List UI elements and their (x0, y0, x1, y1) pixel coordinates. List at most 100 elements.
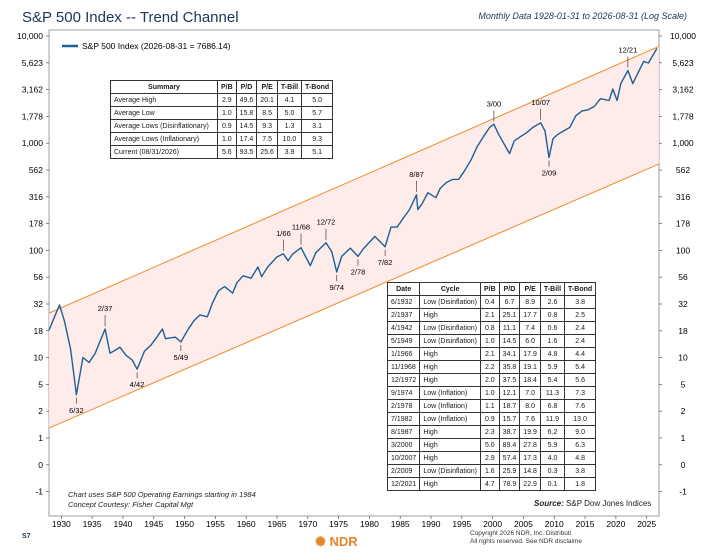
table-cell: 0.8 (539, 308, 566, 322)
y-tick-label-left: 1,778 (22, 111, 44, 121)
table-cell: 2.3 (480, 425, 500, 439)
table-cell: Low (Disinflation) (419, 334, 481, 348)
table-cell: 10.0 (276, 132, 303, 146)
table-cell: 1.0 (480, 386, 500, 400)
table-header-cell: T-Bill (539, 282, 566, 296)
table-cell: 34.1 (498, 347, 521, 361)
table-cell: 20.1 (256, 93, 278, 107)
table-cell: Average Lows (Disinflationary) (110, 119, 218, 133)
table-cell: High (419, 477, 481, 491)
x-tick-label: 1970 (298, 519, 317, 529)
annotation-label: 10/07 (531, 98, 550, 107)
y-tick-label-left: 18 (34, 326, 44, 336)
table-cell: 0.3 (539, 464, 566, 478)
table-row: 4/1942 Low (Disinflation) 0.8 11.1 7.4 0.6 2.4 (386, 321, 597, 335)
table-cell: 38.7 (498, 425, 521, 439)
table-cell: Current (08/31/2026) (110, 145, 218, 159)
table-cell: 7.4 (519, 321, 541, 335)
annotation-label: 9/74 (329, 283, 344, 292)
table-header-cell: P/D (235, 80, 258, 94)
table-cell: 1/1966 (386, 347, 421, 361)
cycle-events-table: Date Cycle P/B P/D P/E T-Bill T-Bond 6/1932 Low… (386, 282, 597, 491)
table-cell: 57.4 (498, 451, 521, 465)
table-cell: 17.3 (519, 451, 541, 465)
table-cell: 4.0 (539, 451, 566, 465)
x-tick-label: 1980 (360, 519, 379, 529)
table-cell: 0.9 (480, 412, 500, 426)
table-cell: 2/2009 (386, 464, 421, 478)
y-tick-label-left: 562 (29, 165, 43, 175)
table-cell: 0.1 (539, 477, 566, 491)
table-cell: 0.8 (480, 321, 500, 335)
table-cell: 7.6 (564, 399, 597, 413)
table-cell: 5.6 (217, 145, 237, 159)
table-row: 2/2009 Low (Disinflation) 1.6 25.9 14.8 0.3 3.… (386, 464, 597, 478)
page-title: S&P 500 Index -- Trend Channel (22, 9, 239, 26)
y-tick-label-left: 178 (29, 219, 43, 229)
x-tick-label: 2000 (483, 519, 502, 529)
table-cell: 1.6 (539, 334, 566, 348)
y-tick-label-left: 5,623 (22, 58, 44, 68)
table-cell: 14.5 (235, 119, 258, 133)
table-cell: 10/2007 (386, 451, 421, 465)
table-cell: 1.3 (276, 119, 303, 133)
chart-subtitle: Monthly Data 1928-01-31 to 2026-08-31 (L… (478, 11, 687, 21)
table-row: 7/1982 Low (Inflation) 0.9 15.7 7.6 11.9 13.0 (386, 412, 597, 426)
table-cell: 5.0 (301, 93, 334, 107)
table-cell: 7.6 (519, 412, 541, 426)
table-header-cell: T-Bill (276, 80, 303, 94)
y-tick-label-left: 32 (34, 299, 44, 309)
table-row: 10/2007 High 2.9 57.4 17.3 4.0 4.8 (386, 451, 597, 465)
y-tick-label-right: 0 (681, 460, 686, 470)
table-cell: 4.1 (276, 93, 303, 107)
table-header-cell: T-Bond (301, 80, 334, 94)
table-cell: 2.5 (564, 308, 597, 322)
annotation-label: 12/21 (618, 45, 637, 54)
table-cell: 8.9 (519, 295, 541, 309)
table-cell: 11/1968 (386, 360, 421, 374)
source-label: Source: (534, 499, 564, 508)
x-tick-label: 1940 (113, 519, 132, 529)
table-cell: 22.9 (519, 477, 541, 491)
y-tick-label-right: 316 (676, 192, 690, 202)
table-cell: 9/1974 (386, 386, 421, 400)
table-cell: 25.6 (256, 145, 278, 159)
table-row: 2/1978 Low (Inflation) 1.1 18.7 8.0 6.8 7.6 (386, 399, 597, 413)
table-cell: 2.2 (480, 360, 500, 374)
y-tick-label-left: 1 (38, 433, 43, 443)
table-cell: 3/2000 (386, 438, 421, 452)
table-cell: 4.7 (480, 477, 500, 491)
table-cell: 3.8 (564, 464, 597, 478)
table-cell: 27.8 (519, 438, 541, 452)
table-cell: 7.5 (256, 132, 278, 146)
table-cell: 2.6 (539, 295, 566, 309)
logo-text: NDR (329, 534, 358, 549)
annotation-label: 1/66 (276, 229, 291, 238)
table-row: 9/1974 Low (Inflation) 1.0 12.1 7.0 11.3 7.3 (386, 386, 597, 400)
table-cell: 11.1 (498, 321, 521, 335)
footnote-earnings: Chart uses S&P 500 Operating Earnings st… (68, 490, 256, 499)
table-cell: Average High (110, 93, 218, 107)
y-tick-label-left: 10 (34, 353, 44, 363)
table-cell: 12/2021 (386, 477, 421, 491)
y-tick-label-left: 10,000 (17, 31, 43, 41)
table-cell: 6.2 (539, 425, 566, 439)
table-cell: 25.9 (498, 464, 521, 478)
annotation-label: 3/00 (487, 99, 502, 108)
x-tick-label: 2020 (606, 519, 625, 529)
table-cell: 6.0 (519, 334, 541, 348)
table-cell: High (419, 347, 481, 361)
annotation-label: 2/09 (542, 169, 557, 178)
copyright-line-1: Copyright 2026 NDR, Inc. Distributi (470, 530, 572, 537)
table-cell: High (419, 308, 481, 322)
y-tick-label-left: 1,000 (22, 138, 44, 148)
x-tick-label: 2010 (545, 519, 564, 529)
x-tick-label: 1990 (422, 519, 441, 529)
table-cell: Average Low (110, 106, 218, 120)
table-row: 3/2000 High 5.0 89.4 27.8 5.9 6.3 (386, 438, 597, 452)
y-tick-label-right: 178 (676, 219, 690, 229)
table-cell: 9.3 (301, 132, 334, 146)
table-cell: 8.0 (519, 399, 541, 413)
y-tick-label-right: 1,000 (672, 138, 694, 148)
